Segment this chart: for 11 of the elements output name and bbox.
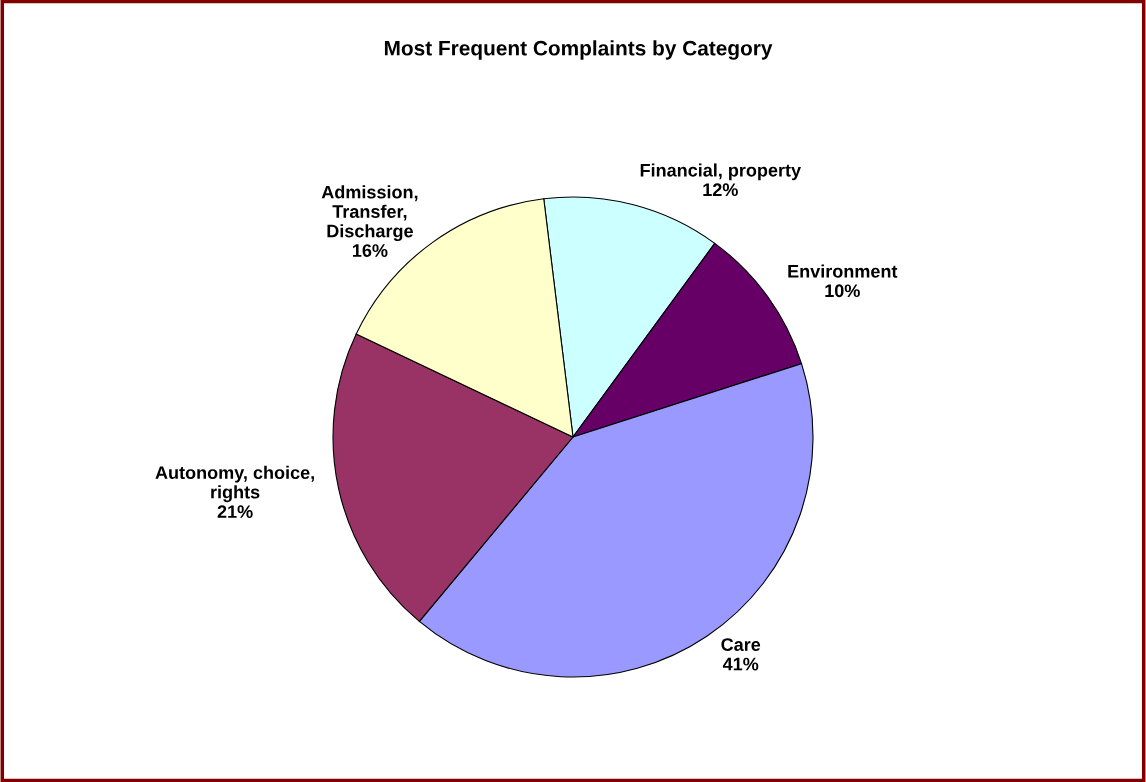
slice-label: Admission, Transfer, Discharge: [321, 185, 418, 242]
slice-label: Autonomy, choice, rights: [155, 465, 314, 503]
data-label: 41%: [722, 657, 759, 671]
chart-title: Most Frequent Complaints by Category: [384, 40, 773, 60]
data-label: 10%: [825, 284, 860, 298]
slice-label: Care: [721, 638, 761, 651]
data-label: 21%: [217, 505, 253, 518]
data-label: 16%: [352, 244, 388, 257]
data-label: 12%: [703, 183, 738, 197]
slice-label: Financial, property: [640, 163, 801, 181]
slice-label: Environment: [788, 264, 898, 278]
